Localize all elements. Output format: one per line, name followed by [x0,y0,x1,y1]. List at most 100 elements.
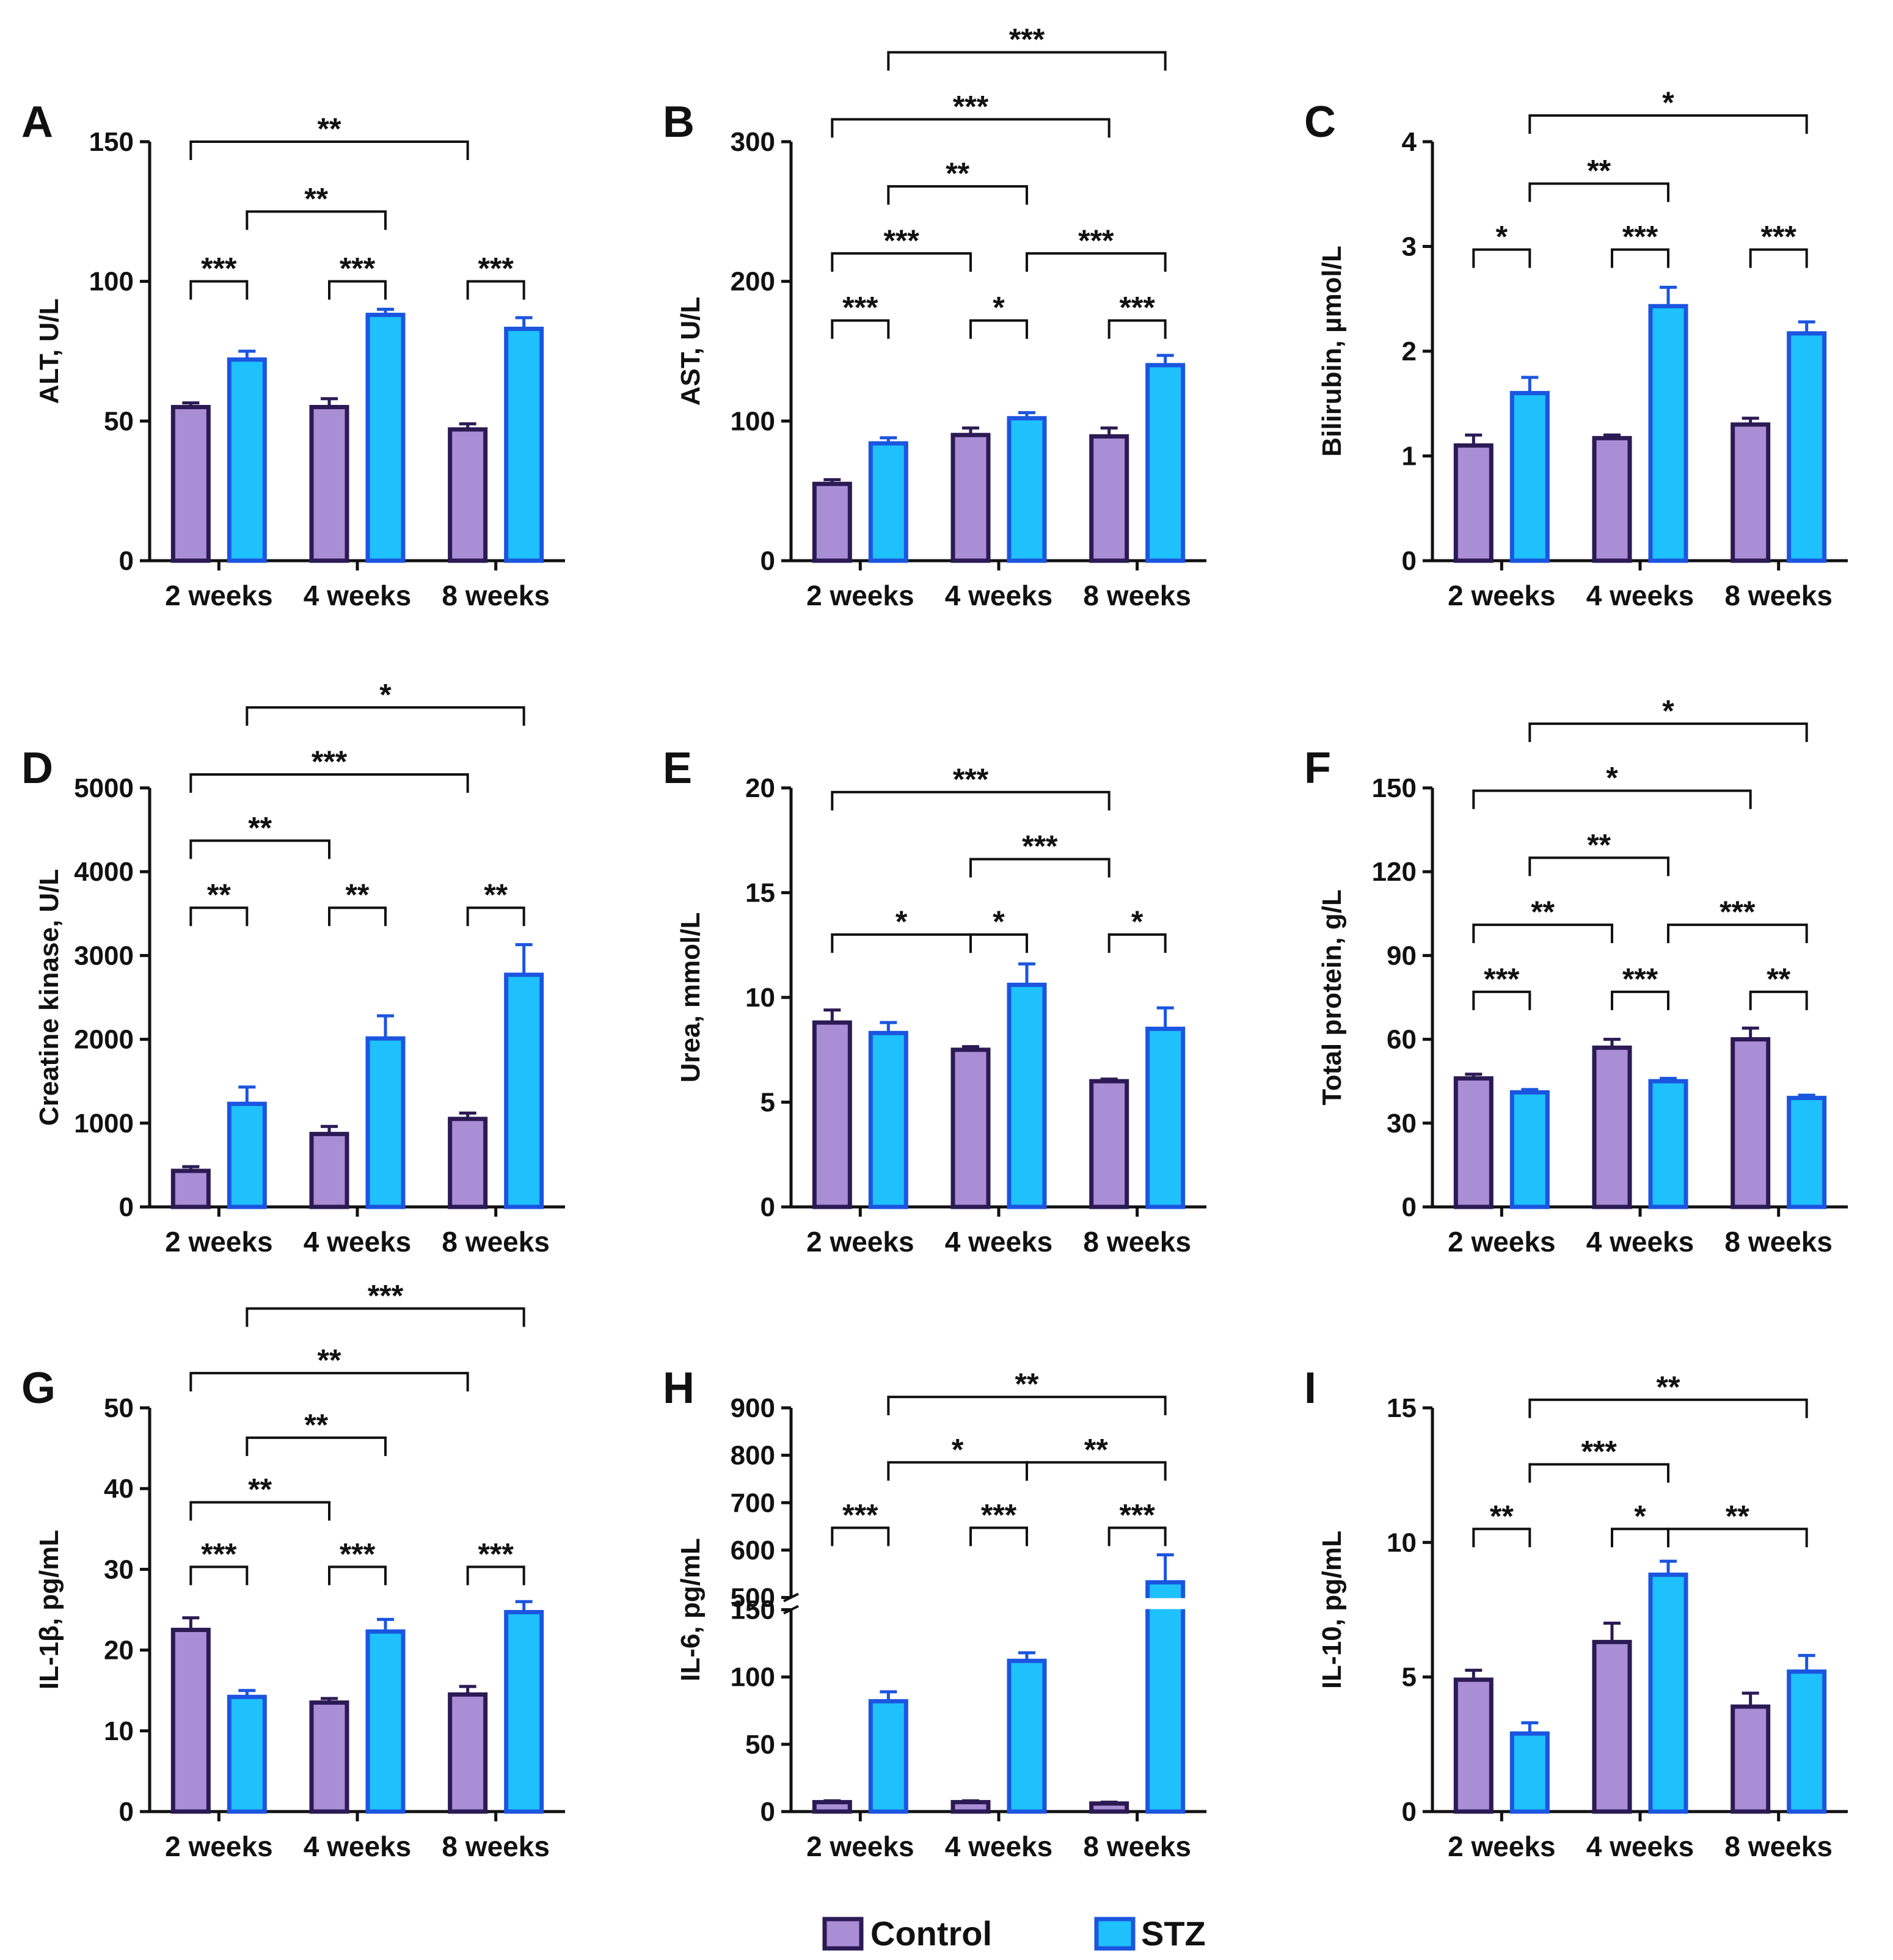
significance-bracket [969,858,1111,878]
y-tick-label: 500 [731,1583,775,1613]
significance-label: *** [1720,895,1756,929]
panel-f: F 0 30 60 90 120 150 2 weeks 4 weeks 8 weeks Total… [1304,694,1848,1258]
y-tick-label: 30 [104,1554,134,1584]
legend-swatch-control [822,1917,864,1951]
significance-bracket [328,280,387,300]
x-category-label: 4 weeks [1586,1226,1694,1258]
significance-bracket [189,280,249,300]
significance-bracket [1528,856,1669,876]
significance-bracket [189,1565,249,1586]
significance-label: *** [1078,224,1114,258]
y-tick-label: 0 [1402,546,1417,576]
significance-bracket [1107,1526,1167,1547]
y-tick-label: 1000 [74,1109,134,1138]
significance-label: * [1131,905,1143,939]
panel-d: D 0 1000 2000 3000 4000 5000 2 weeks 4 weeks 8 we… [21,677,565,1258]
y-tick-label: 900 [731,1393,775,1423]
significance-bracket [1472,990,1531,1010]
x-category-label: 4 weeks [945,580,1052,611]
significance-label: *** [1484,962,1520,996]
panel-letter: H [663,1364,695,1413]
significance-bracket [831,252,972,272]
significance-bracket [831,118,1111,138]
significance-label: *** [1022,829,1058,864]
significance-bracket [246,210,387,230]
bar-control [448,427,488,563]
significance-label: * [1662,86,1674,120]
x-category-label: 8 weeks [442,580,549,611]
bar-control [950,1800,991,1814]
significance-bracket [189,773,469,793]
panel-e: E 0 5 10 15 20 2 weeks 4 weeks 8 weeks Urea, mmol… [663,744,1206,1258]
x-category-label: 8 weeks [1724,580,1832,611]
significance-bracket [1611,990,1669,1010]
significance-bracket [1528,722,1808,742]
significance-label: *** [1119,1498,1155,1532]
x-category-label: 8 weeks [1083,1831,1191,1862]
y-tick-label: 50 [104,406,134,436]
significance-label: * [379,677,392,712]
significance-label: *** [1119,291,1155,325]
bar-stz [1509,1731,1550,1814]
significance-label: ** [207,878,231,912]
significance-label: ** [1657,1370,1680,1404]
y-axis-title: Urea, mmol/L [676,913,706,1083]
y-tick-label: 200 [731,267,775,297]
x-category-label: 2 weeks [806,580,914,611]
significance-label: *** [981,1498,1017,1532]
significance-label: *** [842,1498,878,1532]
y-axis-title: IL-6, pg/mL [676,1538,706,1681]
significance-bracket [466,280,525,300]
bar-stz [227,1101,267,1209]
bar-control [1731,1037,1771,1209]
significance-label: *** [953,89,989,123]
significance-label: ** [484,878,508,912]
panel-c: C 0 1 2 3 4 2 weeks 4 weeks 8 weeks Bilirubin, µm… [1304,86,1848,611]
bar-stz [504,972,544,1209]
x-category-label: 8 weeks [1083,580,1191,611]
y-tick-label: 0 [119,1797,134,1827]
y-axis-title: IL-1β, pg/mL [34,1530,64,1690]
significance-bracket [246,1307,525,1327]
significance-bracket [1472,248,1531,268]
bar-stz [1007,416,1047,563]
y-tick-label: 50 [745,1730,775,1760]
bar-stz [1145,363,1186,563]
significance-label: ** [248,811,272,845]
bar-control [309,1132,349,1209]
bar-control [1592,1045,1632,1209]
significance-bracket [1611,248,1669,268]
bar-control [170,404,211,563]
significance-label: ** [946,156,969,191]
y-tick-label: 1 [1402,442,1417,472]
bar-stz [1787,1669,1827,1814]
bar-stz [1007,982,1047,1209]
y-tick-label: 150 [89,127,134,157]
x-category-label: 8 weeks [1724,1226,1832,1258]
y-tick-label: 40 [104,1474,134,1504]
significance-bracket [831,1526,890,1547]
significance-bracket [1749,248,1808,268]
x-category-label: 4 weeks [945,1831,1052,1862]
significance-bracket [1026,252,1167,272]
y-tick-label: 0 [760,1797,775,1827]
bar-control [1089,1079,1129,1209]
significance-bracket [189,1372,469,1392]
legend-label-stz: STZ [1141,1914,1206,1953]
y-axis-title: ALT, U/L [34,299,64,404]
y-tick-label: 0 [119,1192,134,1222]
significance-label: *** [478,252,514,286]
y-axis-title: IL-10, pg/mL [1317,1531,1347,1689]
legend-swatch-stz [1094,1917,1136,1951]
y-tick-label: 800 [731,1441,775,1471]
significance-bracket [969,933,1028,953]
significance-label: *** [1622,220,1658,254]
significance-label: *** [1009,23,1045,57]
significance-label: *** [883,224,919,258]
significance-label: * [993,905,1005,939]
significance-label: ** [1587,154,1611,188]
significance-bracket [1107,933,1167,953]
y-tick-label: 20 [104,1636,134,1666]
y-tick-label: 10 [104,1716,134,1746]
